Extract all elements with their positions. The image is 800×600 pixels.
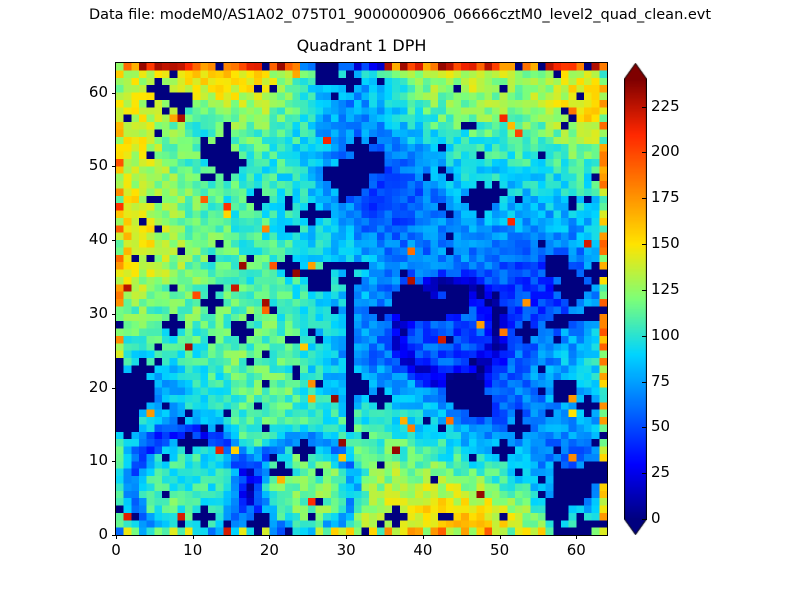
colorbar-tick-mark bbox=[642, 106, 647, 108]
y-tick-label: 0 bbox=[98, 525, 108, 543]
x-tick-mark bbox=[576, 535, 578, 539]
y-tick-label: 40 bbox=[88, 230, 108, 248]
y-tick-mark bbox=[112, 166, 116, 168]
x-tick-label: 40 bbox=[413, 541, 433, 559]
x-tick-mark bbox=[192, 535, 194, 539]
colorbar-tick-mark bbox=[642, 198, 647, 200]
x-tick-label: 20 bbox=[259, 541, 279, 559]
colorbar-tick-mark bbox=[642, 289, 647, 291]
detector-heatmap[interactable] bbox=[116, 63, 607, 535]
colorbar-tick-label: 150 bbox=[651, 234, 680, 252]
y-tick-label: 30 bbox=[88, 303, 108, 322]
colorbar-tick-label: 100 bbox=[651, 325, 680, 344]
x-tick-label: 50 bbox=[490, 541, 510, 559]
colorbar-tick-label: 75 bbox=[651, 371, 671, 390]
colorbar-tick-label: 225 bbox=[651, 96, 680, 115]
colorbar-gradient bbox=[624, 63, 647, 535]
data-file-label: Data file: modeM0/AS1A02_075T01_90000009… bbox=[88, 7, 712, 23]
y-tick-label: 20 bbox=[88, 377, 108, 396]
y-tick-mark bbox=[112, 313, 116, 315]
colorbar-tick-label: 200 bbox=[651, 142, 680, 161]
colorbar-tick-mark bbox=[642, 152, 647, 154]
colorbar-tick-mark bbox=[642, 473, 647, 475]
colorbar-tick-mark bbox=[642, 519, 647, 520]
x-tick-mark bbox=[499, 535, 501, 539]
y-tick-mark bbox=[112, 387, 116, 389]
x-tick-mark bbox=[346, 535, 348, 539]
y-tick-mark bbox=[112, 240, 116, 241]
y-tick-label: 50 bbox=[88, 156, 108, 175]
colorbar-tick-label: 0 bbox=[651, 509, 661, 527]
y-tick-mark bbox=[112, 461, 116, 463]
y-tick-mark bbox=[112, 92, 116, 94]
y-tick-label: 10 bbox=[88, 451, 108, 470]
x-tick-mark bbox=[269, 535, 271, 539]
colorbar-tick-label: 175 bbox=[651, 188, 680, 207]
x-tick-label: 30 bbox=[336, 541, 356, 559]
x-tick-label: 0 bbox=[111, 541, 121, 559]
colorbar-tick-label: 50 bbox=[651, 417, 671, 436]
x-tick-mark bbox=[116, 535, 117, 539]
colorbar-tick-label: 25 bbox=[651, 463, 671, 482]
x-tick-label: 60 bbox=[566, 541, 586, 559]
colorbar-tick-mark bbox=[642, 427, 647, 429]
colorbar-tick-mark bbox=[642, 381, 647, 383]
y-tick-mark bbox=[112, 535, 116, 536]
x-tick-mark bbox=[422, 535, 424, 539]
heatmap-axes[interactable] bbox=[115, 62, 608, 536]
colorbar[interactable] bbox=[624, 63, 647, 535]
y-tick-label: 60 bbox=[88, 82, 108, 101]
colorbar-tick-mark bbox=[642, 335, 647, 337]
colorbar-tick-mark bbox=[642, 244, 647, 245]
page-title: Quadrant 1 DPH bbox=[296, 36, 427, 55]
x-tick-label: 10 bbox=[183, 541, 203, 559]
colorbar-tick-label: 125 bbox=[651, 279, 680, 298]
